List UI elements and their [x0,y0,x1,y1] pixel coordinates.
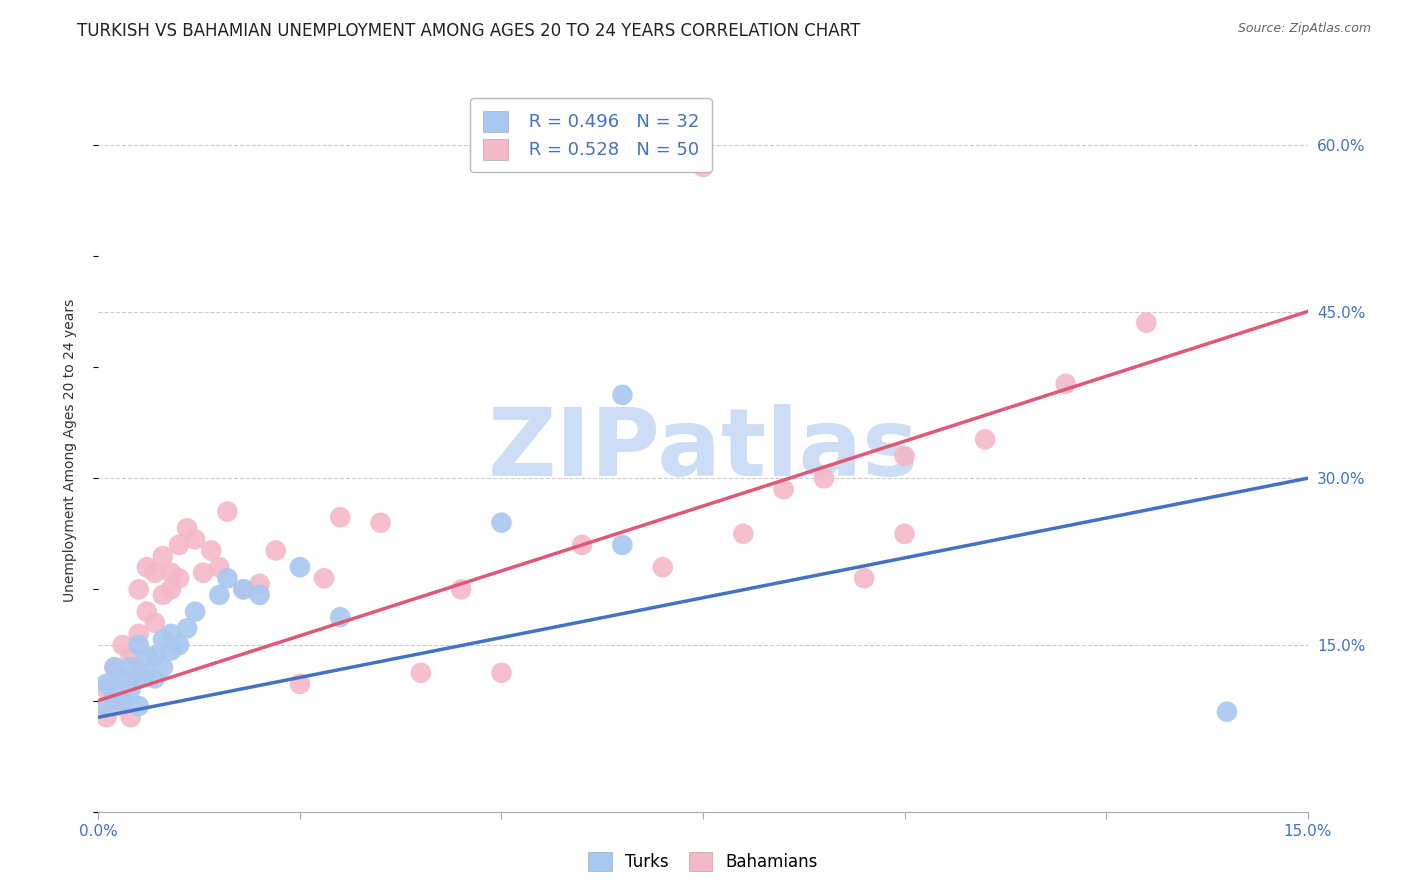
Point [128,665,150,680]
Point [772,483,794,497]
Point [143,615,166,630]
Point [160,643,183,657]
Point [232,582,254,597]
Point [103,699,125,714]
Point [853,571,876,585]
Point [120,682,142,697]
Point [103,660,125,674]
Point [152,660,174,674]
Point [96,682,118,697]
Point [491,665,513,680]
Point [288,677,311,691]
Point [167,571,190,585]
Point [651,560,673,574]
Point [152,632,174,647]
Point [128,627,150,641]
Point [160,582,183,597]
Point [217,571,239,585]
Point [152,549,174,563]
Point [249,588,271,602]
Point [813,471,835,485]
Point [208,560,231,574]
Point [329,510,352,524]
Point [135,605,157,619]
Point [329,610,352,624]
Text: TURKISH VS BAHAMIAN UNEMPLOYMENT AMONG AGES 20 TO 24 YEARS CORRELATION CHART: TURKISH VS BAHAMIAN UNEMPLOYMENT AMONG A… [77,22,860,40]
Point [612,538,634,552]
Point [103,660,125,674]
Point [160,627,183,641]
Point [314,571,336,585]
Point [200,543,222,558]
Point [409,665,432,680]
Point [692,160,714,174]
Legend:  R = 0.496   N = 32,  R = 0.528   N = 50: R = 0.496 N = 32, R = 0.528 N = 50 [470,98,711,172]
Point [135,649,157,664]
Point [249,577,271,591]
Point [143,649,166,664]
Point [184,605,207,619]
Text: Source: ZipAtlas.com: Source: ZipAtlas.com [1237,22,1371,36]
Point [96,699,118,714]
Text: ZIPatlas: ZIPatlas [488,404,918,497]
Point [128,671,150,685]
Point [143,671,166,685]
Point [184,533,207,547]
Point [217,505,239,519]
Point [135,665,157,680]
Point [176,621,198,635]
Point [111,671,134,685]
Point [103,688,125,702]
Point [128,638,150,652]
Legend: Turks, Bahamians: Turks, Bahamians [581,843,825,880]
Point [450,582,472,597]
Y-axis label: Unemployment Among Ages 20 to 24 years: Unemployment Among Ages 20 to 24 years [63,299,77,602]
Point [167,638,190,652]
Point [160,566,183,580]
Point [128,699,150,714]
Point [111,693,134,707]
Point [208,588,231,602]
Point [232,582,254,597]
Point [893,449,915,463]
Point [120,660,142,674]
Point [143,566,166,580]
Point [111,699,134,714]
Point [1216,705,1239,719]
Point [571,538,593,552]
Point [176,521,198,535]
Point [370,516,392,530]
Point [193,566,215,580]
Point [167,538,190,552]
Point [135,560,157,574]
Point [96,710,118,724]
Point [111,638,134,652]
Point [1054,376,1077,391]
Point [111,671,134,685]
Point [120,710,142,724]
Point [288,560,311,574]
Point [974,433,997,447]
Point [1135,316,1157,330]
Point [152,588,174,602]
Point [120,649,142,664]
Point [264,543,287,558]
Point [893,526,915,541]
Point [733,526,755,541]
Point [96,677,118,691]
Point [612,388,634,402]
Point [128,582,150,597]
Point [491,516,513,530]
